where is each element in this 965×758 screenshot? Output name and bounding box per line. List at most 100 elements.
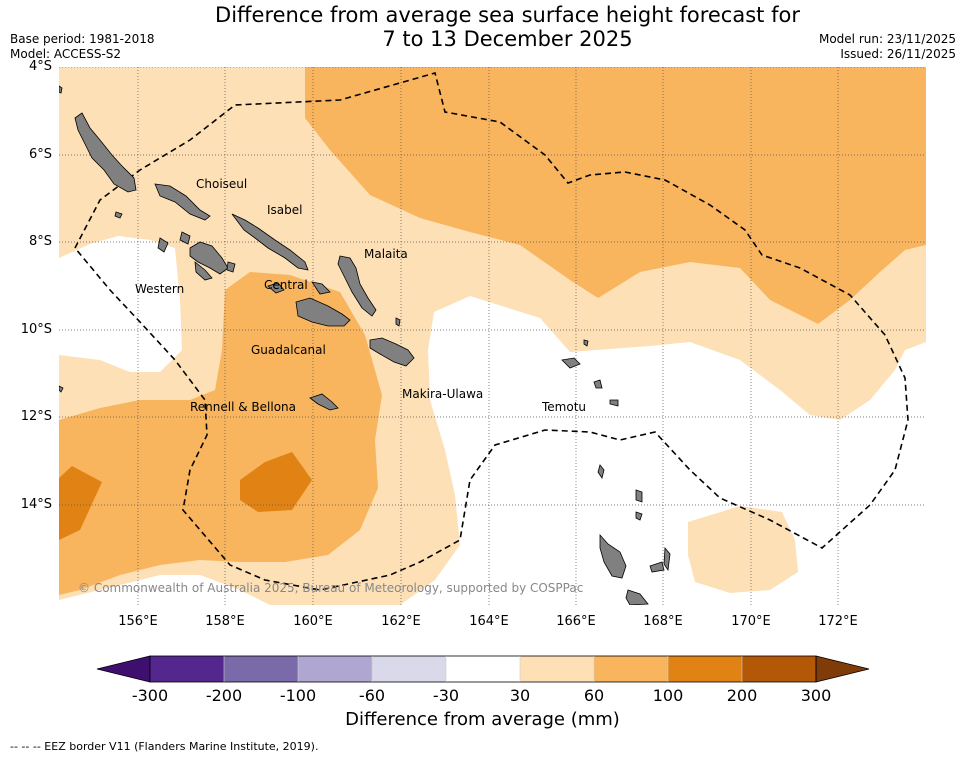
colorbar-extend-high [815,655,870,683]
island-rennell [309,393,339,411]
place-label-malaita: Malaita [364,247,408,261]
lon-label: 158°E [205,614,245,629]
island-western-2 [189,241,229,275]
colorbar-bin-3 [298,656,372,682]
contour-neutral-east [400,296,926,605]
map-area [59,67,926,605]
colorbar-bin-2 [224,656,298,682]
island-guadalcanal [295,297,351,327]
contour-100-200-west [59,466,102,540]
land-masses [59,85,671,605]
lon-label: 162°E [381,614,421,629]
lat-label: 10°S [20,322,52,337]
place-label-central: Central [264,278,308,292]
place-label-choiseul: Choiseul [196,177,248,191]
colorbar-bin-8 [668,656,742,682]
lon-label: 168°E [643,614,683,629]
place-label-western: Western [135,282,185,296]
island-western-north [154,183,211,221]
colorbar-bin-9 [742,656,816,682]
graticule [59,67,926,605]
island-temotu-1 [561,357,581,369]
colorbar-tick: 30 [509,686,531,705]
island-vanuatu-2 [663,546,671,572]
colorbar [96,655,870,683]
island-vanuatu-7 [635,511,643,521]
colorbar-bin-7 [594,656,668,682]
colorbar-tick: -60 [358,686,386,705]
lat-label: 8°S [28,234,52,249]
base-period: Base period: 1981-2018 [10,32,155,46]
lon-label: 170°E [731,614,771,629]
lon-label: 166°E [556,614,596,629]
model-run: Model run: 23/11/2025 [818,32,956,46]
place-label-isabel: Isabel [267,203,303,217]
island-choiseul [74,112,137,193]
lat-label: 6°S [28,147,52,162]
colorbar-label: Difference from average (mm) [345,709,620,730]
lat-label: 4°S [28,59,52,74]
island-central-2 [311,281,331,295]
lon-label: 164°E [469,614,509,629]
contour-neutral-southwest [59,575,270,605]
island-makira [369,337,415,367]
map-title: Difference from average sea surface heig… [0,3,965,51]
island-vanuatu-3 [649,561,665,573]
island-small-6 [226,261,236,273]
place-label-temotu: Temotu [542,400,587,414]
lat-label: 12°S [20,409,52,424]
island-temotu-2 [593,379,603,389]
island-small-1 [114,211,123,219]
meta-right: Model run: 23/11/2025 Issued: 26/11/2025 [819,32,956,62]
colorbar-tick: -200 [205,686,243,705]
title-line-2: 7 to 13 December 2025 [382,27,633,51]
contour-60-100-north [305,67,926,324]
colorbar-tick: -100 [279,686,317,705]
island-malaita [337,255,377,317]
lon-label: 160°E [293,614,333,629]
island-small-5 [583,339,589,347]
eez-legend: -- -- -- EEZ border V11 (Flanders Marine… [10,740,319,753]
lon-label: 172°E [818,614,858,629]
eez-border [74,72,909,591]
colorbar-bin-1 [150,656,224,682]
island-small-2 [59,85,63,94]
place-label-rennell-bellona: Rennell & Bellona [190,400,297,414]
island-vanuatu-4 [625,589,649,605]
island-vanuatu-6 [597,464,605,479]
meta-left: Base period: 1981-2018 Model: ACCESS-S2 [10,32,155,62]
contour-60-100-southeast [688,506,798,593]
colorbar-tick: 200 [726,686,758,705]
colorbar-tick: -300 [131,686,169,705]
copyright-notice: © Commonwealth of Australia 2025, Bureau… [78,581,584,595]
island-western-1 [157,237,169,253]
island-western-4 [179,231,191,245]
colorbar-extend-low [96,655,151,683]
island-small-3 [59,385,64,393]
model-name: Model: ACCESS-S2 [10,47,122,61]
island-central-1 [267,282,285,294]
island-small-4 [395,317,401,327]
contour-100-200-center [240,452,312,512]
colorbar-tick: -30 [432,686,460,705]
place-label-guadalcanal: Guadalcanal [251,343,326,357]
title-line-1: Difference from average sea surface heig… [215,3,800,27]
lon-label: 156°E [118,614,158,629]
place-label-makira-ulawa: Makira-Ulawa [402,387,484,401]
colorbar-bin-4 [372,656,446,682]
island-temotu-3 [609,399,619,407]
contour-60-100-southwest [59,272,382,595]
island-vanuatu-1 [599,533,627,579]
colorbar-tick: 300 [800,686,832,705]
island-isabel [231,213,309,271]
colorbar-bin-5 [446,656,520,682]
colorbar-tick: 100 [652,686,684,705]
colorbar-bin-6 [520,656,594,682]
colorbar-tick: 60 [583,686,605,705]
island-western-3 [194,261,213,281]
contour-neutral-west [59,236,182,372]
lat-label: 14°S [20,497,52,512]
island-vanuatu-5 [635,489,643,503]
issued-date: Issued: 26/11/2025 [840,47,956,61]
